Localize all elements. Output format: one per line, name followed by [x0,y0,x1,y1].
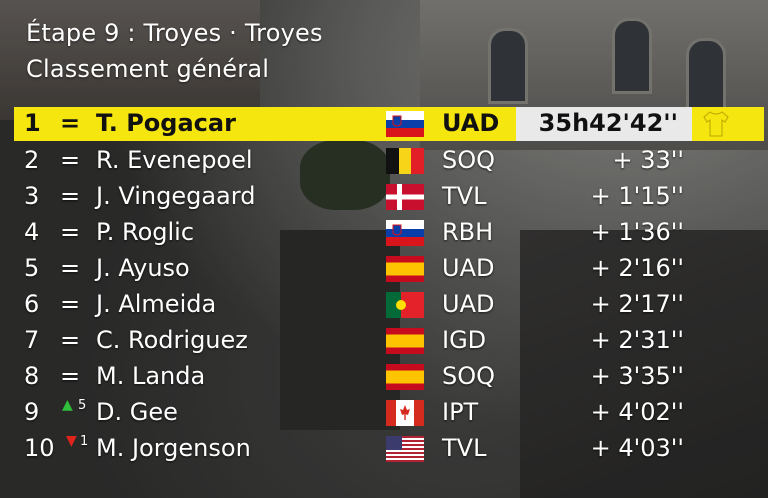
standings-row: 8 = M. Landa SOQ + 3'35'' [14,360,764,394]
team-code: IGD [442,326,487,354]
rider-name: J. Vingegaard [96,182,256,210]
time-value: + 4'03'' [590,434,684,462]
team-code: IPT [442,398,479,426]
rank: 3 [24,182,40,210]
rank: 6 [24,290,40,318]
change-indicator: = [60,326,81,354]
time-value: + 3'35'' [590,362,684,390]
rank: 8 [24,362,40,390]
change-indicator: = [60,146,81,174]
standings-row: 2 = R. Evenepoel SOQ + 33'' [14,144,764,178]
rider-name: M. Landa [96,362,206,390]
rank: 7 [24,326,40,354]
standings-row: 10 ▼ 1 M. Jorgenson TVL + 4'03'' [14,432,764,466]
change-indicator: = [60,182,81,210]
team-code: UAD [442,290,495,318]
rank: 10 [24,434,55,462]
time-value: + 1'36'' [590,218,684,246]
standings-row: 7 = C. Rodriguez IGD + 2'31'' [14,324,764,358]
arrow-down-icon: ▼ [66,433,77,449]
time-value: + 2'16'' [590,254,684,282]
rider-name: R. Evenepoel [96,146,253,174]
spain-flag-icon [386,364,424,390]
team-code: SOQ [442,146,496,174]
usa-flag-icon [386,436,424,462]
spain-flag-icon [386,328,424,354]
team-code: SOQ [442,362,496,390]
change-indicator: = [60,218,81,246]
time-value: + 4'02'' [590,398,684,426]
change-indicator: = [60,109,81,137]
team-code: TVL [442,182,487,210]
slovenia-flag-icon [386,220,424,246]
rank: 4 [24,218,40,246]
standings-row: 4 = P. Roglic RBH + 1'36'' [14,216,764,250]
arrow-up-icon: ▲ [62,397,73,413]
standings-row: 6 = J. Almeida UAD + 2'17'' [14,288,764,322]
rider-name: M. Jorgenson [96,434,251,462]
change-indicator: = [60,254,81,282]
rider-name: T. Pogacar [96,109,236,137]
rank: 1 [24,109,41,137]
rider-name: D. Gee [96,398,178,426]
team-code: TVL [442,434,487,462]
position-change-count: 1 [80,434,89,449]
time-value: + 1'15'' [590,182,684,210]
standings-row: 9 ▲ 5 D. Gee IPT + 4'02'' [14,396,764,430]
team-code: UAD [442,109,500,137]
rider-name: J. Almeida [96,290,217,318]
time-value: 35h42'42'' [538,109,678,137]
rank: 9 [24,398,40,426]
canada-flag-icon [386,400,424,426]
belgium-flag-icon [386,148,424,174]
time-value: + 2'31'' [590,326,684,354]
change-indicator: = [60,290,81,318]
position-change-count: 5 [78,398,87,413]
rider-name: P. Roglic [96,218,195,246]
team-code: RBH [442,218,494,246]
rider-name: J. Ayuso [96,254,190,282]
slovenia-flag-icon [386,111,424,137]
standings-row: 5 = J. Ayuso UAD + 2'16'' [14,252,764,286]
rider-name: C. Rodriguez [96,326,248,354]
standings-row: 3 = J. Vingegaard TVL + 1'15'' [14,180,764,214]
rank: 2 [24,146,40,174]
time-value: + 2'17'' [590,290,684,318]
team-code: UAD [442,254,495,282]
yellow-jersey-icon [702,111,730,137]
standings-row-leader: 1 = T. Pogacar UAD 35h42'42'' [14,107,764,141]
classification-title: Classement général [26,55,270,83]
denmark-flag-icon [386,184,424,210]
rank: 5 [24,254,40,282]
portugal-flag-icon [386,292,424,318]
time-value: + 33'' [612,146,684,174]
spain-flag-icon [386,256,424,282]
stage-title: Étape 9 : Troyes · Troyes [26,19,323,47]
change-indicator: = [60,362,81,390]
